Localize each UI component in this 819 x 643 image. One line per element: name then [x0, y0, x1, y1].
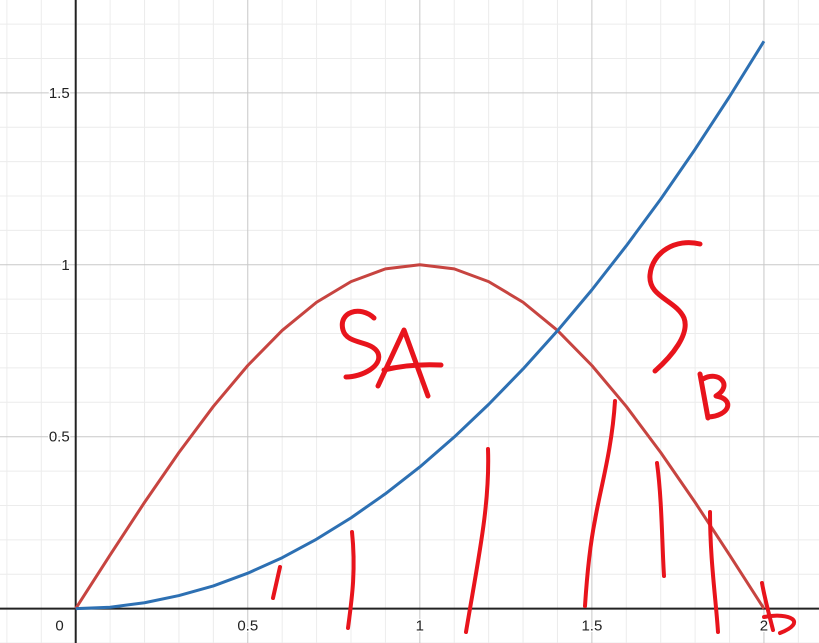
x-tick-label: 2	[760, 618, 768, 635]
x-tick-label: 1	[416, 618, 424, 635]
series-curves	[74, 40, 766, 611]
origin-label: 0	[55, 618, 63, 635]
y-tick-label: 1.5	[49, 85, 70, 102]
tick-labels: 0.5 1 1.5 2 0.5 1 1.5 0	[47, 83, 769, 636]
y-tick-label: 1	[61, 257, 69, 274]
series-line-2	[75, 40, 766, 611]
series-line-1	[74, 263, 766, 610]
y-tick-label: 0.5	[49, 429, 70, 446]
hatch-strokes	[271, 399, 797, 635]
annotation-sb	[647, 240, 731, 421]
annotation-sa	[339, 308, 444, 399]
x-tick-label: 1.5	[581, 618, 602, 635]
handwritten-annotations	[271, 240, 797, 635]
x-tick-label: 0.5	[237, 618, 258, 635]
